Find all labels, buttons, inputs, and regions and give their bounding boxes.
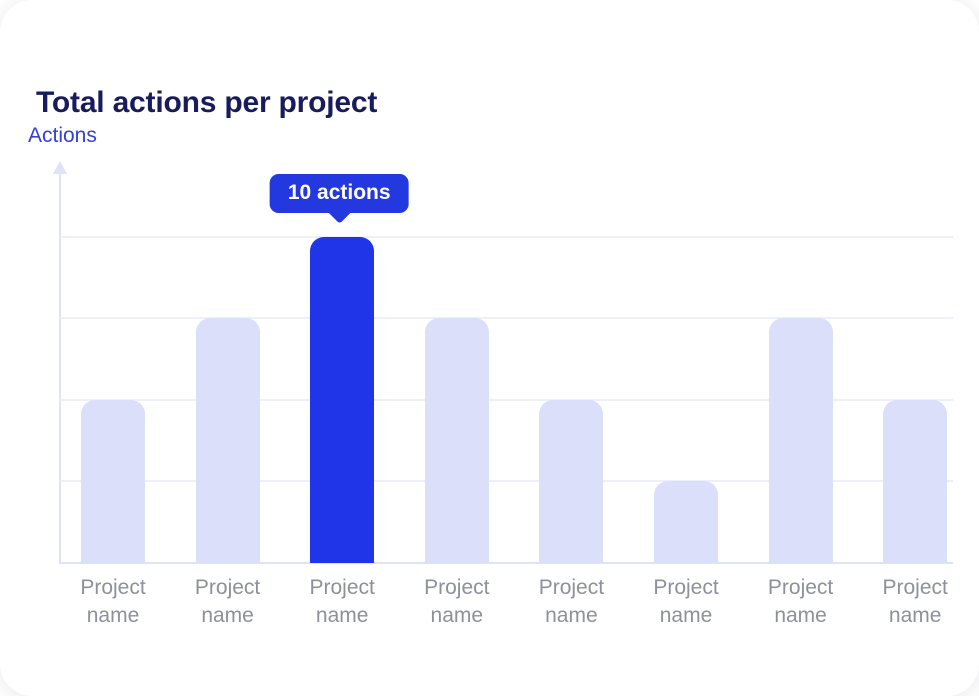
bar-3[interactable] <box>310 236 375 563</box>
x-tick-label-1: Project name <box>80 576 146 627</box>
y-axis-label: Actions <box>28 124 97 147</box>
x-axis-baseline <box>60 562 953 564</box>
x-tick-label-3: Project name <box>309 576 375 627</box>
tooltip: 10 actions <box>269 173 409 213</box>
tooltip-label: 10 actions <box>287 180 391 204</box>
gridline <box>60 480 953 483</box>
page-title: Total actions per project <box>36 86 378 120</box>
gridline <box>60 398 953 401</box>
gridline <box>60 235 953 238</box>
y-axis-line <box>59 172 61 564</box>
bar-7[interactable] <box>768 318 833 563</box>
bar-2[interactable] <box>195 318 260 563</box>
x-tick-label-4: Project name <box>424 576 490 627</box>
x-tick-label-2: Project name <box>194 576 261 627</box>
x-tick-label-5: Project name <box>538 576 605 627</box>
x-tick-label-8: Project name <box>882 576 948 627</box>
x-tick-label-7: Project name <box>767 576 834 627</box>
bar-8[interactable] <box>883 399 948 563</box>
gridline <box>60 317 953 320</box>
bar-1[interactable] <box>81 399 145 563</box>
bar-5[interactable] <box>539 399 604 563</box>
y-axis-arrow-icon <box>53 161 67 174</box>
x-tick-label-6: Project name <box>653 576 719 627</box>
bar-4[interactable] <box>424 318 489 563</box>
bar-6[interactable] <box>654 481 718 563</box>
